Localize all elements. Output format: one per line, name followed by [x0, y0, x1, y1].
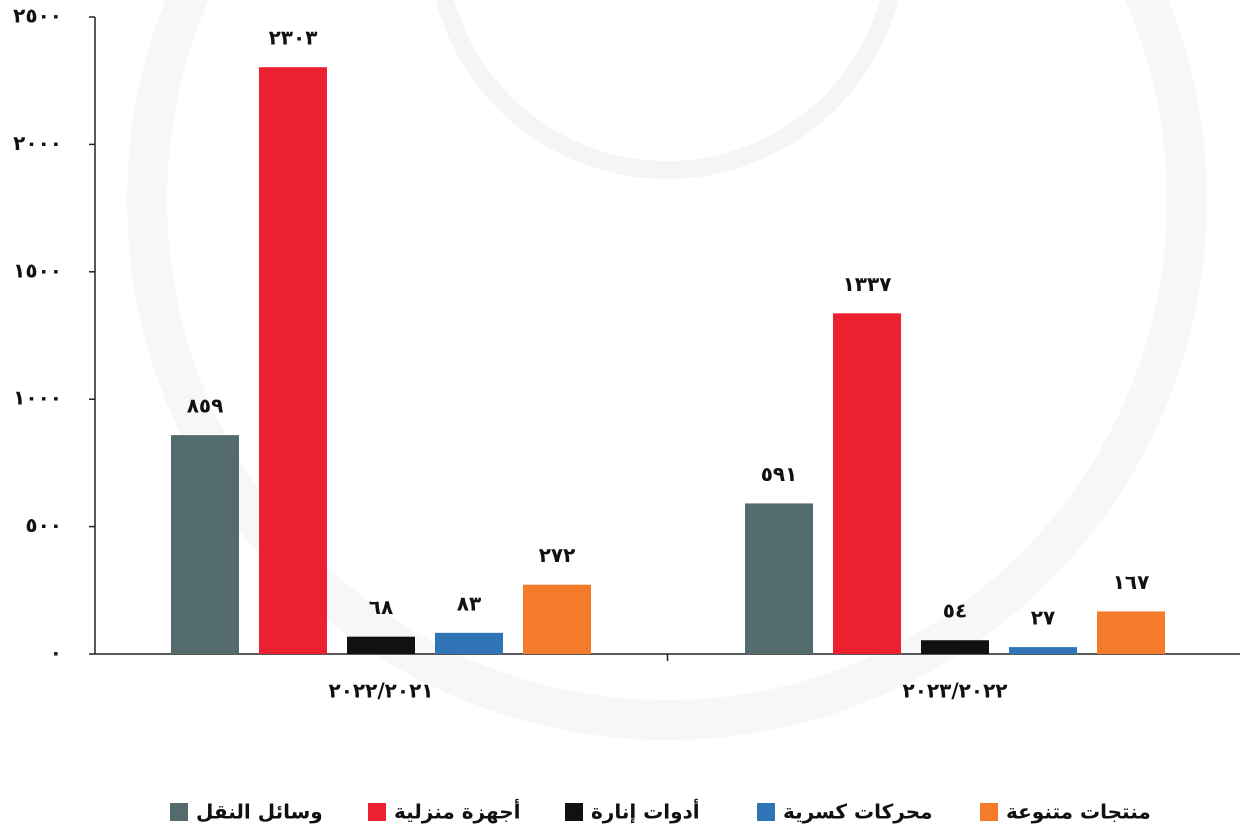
- watermark: [435, 0, 899, 179]
- bar: [523, 584, 591, 654]
- bar: [1009, 647, 1077, 654]
- legend-swatch: [757, 803, 775, 821]
- data-label: ٢٧٢: [539, 543, 576, 567]
- legend-label: وسائل النقل: [196, 800, 323, 824]
- legend-label: محركات كسرية: [783, 800, 933, 824]
- bar: [347, 636, 415, 654]
- data-label: ٨٣: [457, 591, 481, 615]
- y-tick-label: ٢٥٠٠: [13, 4, 62, 28]
- legend-swatch: [170, 803, 188, 821]
- data-label: ٢٧: [1031, 606, 1055, 630]
- x-tick-label: ٢٠٢٢/٢٠٢١: [329, 679, 434, 703]
- legend-label: منتجات متنوعة: [1006, 800, 1151, 824]
- y-tick-label: ٠: [50, 641, 62, 665]
- y-tick-label: ٥٠٠: [25, 513, 62, 537]
- bar: [1097, 611, 1165, 654]
- x-tick-label: ٢٠٢٣/٢٠٢٢: [903, 679, 1008, 703]
- bar: [833, 313, 901, 654]
- bar: [171, 435, 239, 654]
- y-tick-label: ٢٠٠٠: [13, 131, 62, 155]
- data-label: ٥٩١: [761, 462, 798, 486]
- data-label: ١٣٣٧: [843, 272, 892, 296]
- bar: [921, 640, 989, 654]
- y-tick-label: ١٥٠٠: [13, 258, 62, 282]
- legend-label: أدوات إنارة: [591, 798, 700, 824]
- bar: [259, 67, 327, 654]
- legend-label: أجهزة منزلية: [394, 798, 520, 824]
- legend-swatch: [565, 803, 583, 821]
- watermark: [127, 0, 1207, 740]
- legend-swatch: [368, 803, 386, 821]
- data-label: ٦٨: [369, 595, 393, 619]
- data-label: ٥٤: [943, 599, 967, 623]
- bar: [435, 632, 503, 654]
- bar: [745, 503, 813, 654]
- data-label: ٨٥٩: [187, 394, 224, 418]
- y-tick-label: ١٠٠٠: [13, 386, 62, 410]
- data-label: ١٦٧: [1113, 570, 1150, 594]
- legend-swatch: [980, 803, 998, 821]
- data-label: ٢٣٠٣: [269, 26, 318, 50]
